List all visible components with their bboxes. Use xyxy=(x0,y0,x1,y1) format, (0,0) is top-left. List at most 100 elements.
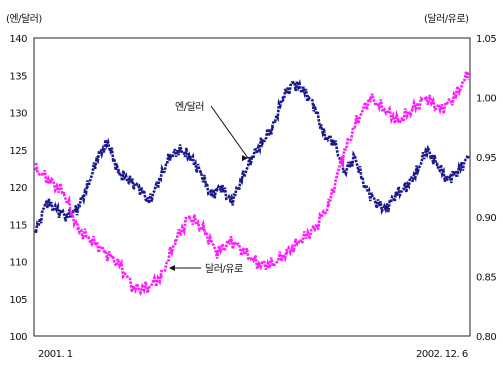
annotation-arrow-line xyxy=(210,105,249,159)
series-1-point xyxy=(48,179,52,183)
series-1-point xyxy=(452,96,456,99)
series-0-point xyxy=(127,178,130,181)
series-0-point xyxy=(250,155,254,159)
series-1-point xyxy=(383,108,386,111)
series-0-point xyxy=(312,103,316,107)
series-1-point xyxy=(355,120,358,123)
series-1-point xyxy=(410,108,414,111)
right-axis-ticks: 0.80 0.85 0.90 0.95 1.00 1.05 xyxy=(476,34,497,343)
series-0-point xyxy=(34,230,38,234)
series-1-point xyxy=(438,108,442,111)
series-1-point xyxy=(271,263,275,266)
series-0-point xyxy=(178,148,182,152)
series-1-point xyxy=(104,251,108,255)
series-1-point xyxy=(466,72,470,76)
left-tick-label: 140 xyxy=(9,34,27,45)
series-0-point xyxy=(415,170,418,174)
series-0-point xyxy=(363,185,367,189)
series-0-point xyxy=(446,178,449,181)
series-0-point xyxy=(343,170,346,174)
series-1-point xyxy=(132,286,135,290)
right-tick-label: 0.95 xyxy=(476,153,496,164)
left-tick-label: 110 xyxy=(9,258,27,269)
left-axis-ticks: 100 105 110 115 120 125 130 135 140 xyxy=(9,34,27,343)
left-tick-label: 120 xyxy=(9,183,27,194)
series-0-point xyxy=(240,178,244,181)
series-1-point xyxy=(313,227,317,231)
x-start-label: 2001. 1 xyxy=(38,349,73,360)
series-1-point xyxy=(34,167,38,171)
series-1-point xyxy=(146,286,149,290)
annotation-arrow-head xyxy=(242,155,248,162)
series-0-point xyxy=(322,133,326,137)
series-0-point xyxy=(425,148,429,152)
series-1-point xyxy=(327,203,330,207)
left-axis-unit: (엔/달러) xyxy=(6,13,42,25)
series-0-point xyxy=(260,140,264,144)
series-1-point xyxy=(396,120,400,123)
series-1-point xyxy=(229,239,233,243)
series-0-point xyxy=(466,155,470,159)
series-annotation-label: 달러/유로 xyxy=(205,263,243,275)
series-0-point xyxy=(271,126,274,129)
series-1-point xyxy=(201,227,205,231)
right-tick-label: 0.85 xyxy=(476,272,496,283)
left-tick-label: 135 xyxy=(9,71,27,82)
series-0-point xyxy=(281,96,285,99)
series-0-point xyxy=(394,193,398,196)
series-1-point xyxy=(62,191,66,195)
series-line-1 xyxy=(34,71,470,297)
series-0-point xyxy=(168,155,172,159)
right-tick-label: 1.00 xyxy=(476,94,496,105)
series-0-point xyxy=(96,155,100,159)
series-1-point xyxy=(90,239,94,243)
series-1-point xyxy=(424,96,428,99)
series-0-point xyxy=(353,155,357,159)
series-1-point xyxy=(299,239,303,243)
x-end-label: 2002. 12. 6 xyxy=(416,349,468,360)
left-tick-label: 125 xyxy=(9,146,27,157)
right-tick-label: 1.05 xyxy=(476,34,496,45)
series-1-point xyxy=(257,263,261,266)
series-0-point xyxy=(291,81,295,85)
series-0-point xyxy=(137,185,141,189)
series-1-point xyxy=(160,275,163,278)
left-tick-label: 130 xyxy=(9,109,27,120)
plot-area-frame xyxy=(33,37,471,337)
series-1-point xyxy=(341,155,344,159)
series-layer xyxy=(34,71,470,297)
series-0-point xyxy=(404,185,408,189)
series-0-point xyxy=(188,155,192,159)
series-1-point xyxy=(215,251,219,255)
series-0-point xyxy=(456,170,460,174)
left-tick-label: 100 xyxy=(9,332,27,343)
series-0-point xyxy=(65,215,69,219)
series-1-point xyxy=(369,96,372,99)
series-1-point xyxy=(76,227,80,231)
left-tick-label: 105 xyxy=(9,295,27,306)
series-0-point xyxy=(435,163,439,167)
right-axis-unit: (달러/유로) xyxy=(424,13,469,25)
series-0-point xyxy=(302,88,305,92)
series-0-point xyxy=(384,208,388,211)
series-0-point xyxy=(106,140,110,144)
annotation-arrow-head xyxy=(168,265,175,271)
series-0-point xyxy=(116,170,120,174)
left-tick-label: 115 xyxy=(9,220,27,231)
series-1-point xyxy=(285,251,289,255)
series-annotation-label: 엔/달러 xyxy=(175,101,204,113)
series-0-point xyxy=(75,208,79,211)
series-0-point xyxy=(86,185,89,189)
series-1-point xyxy=(243,251,247,255)
series-0-point xyxy=(44,200,48,204)
series-0-point xyxy=(219,185,223,189)
right-tick-label: 0.80 xyxy=(476,332,496,343)
series-0-point xyxy=(55,208,58,211)
series-0-point xyxy=(158,178,161,181)
series-0-point xyxy=(332,140,336,144)
series-1-point xyxy=(187,215,191,219)
series-0-point xyxy=(147,200,151,204)
series-0-point xyxy=(199,170,203,174)
